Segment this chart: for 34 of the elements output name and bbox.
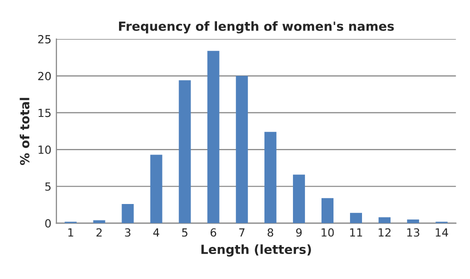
y-tick-label: 10	[38, 146, 51, 154]
y-axis-title: % of total	[20, 98, 30, 165]
y-tick-label: 5	[45, 182, 51, 191]
x-tick-label: 10	[322, 228, 334, 237]
x-tick-label: 12	[378, 228, 391, 237]
x-tick-label: 7	[239, 228, 244, 237]
bar	[292, 174, 305, 224]
x-tick-label: 11	[350, 228, 362, 237]
bar	[122, 204, 134, 224]
x-tick-label: 2	[96, 228, 102, 237]
bar	[178, 80, 191, 224]
x-tick-label: 1	[68, 228, 74, 237]
bar	[378, 217, 391, 224]
x-tick-label: 8	[268, 228, 274, 237]
x-tick-label: 9	[296, 228, 302, 237]
x-axis-title: Length (letters)	[201, 244, 311, 257]
y-tick-label: 20	[38, 72, 51, 80]
bar	[350, 212, 362, 224]
chart-title: Frequency of length of women's names	[119, 21, 394, 34]
x-tick-label: 13	[407, 228, 420, 237]
x-tick-label: 3	[125, 228, 130, 237]
bar	[207, 50, 220, 224]
bar	[150, 154, 162, 224]
x-tick-label: 5	[182, 228, 188, 237]
x-tick-label: 14	[436, 228, 448, 237]
y-tick-label: 25	[38, 35, 51, 44]
x-tick-label: 6	[210, 228, 216, 237]
y-tick-label: 0	[45, 219, 51, 228]
bar	[264, 132, 276, 224]
bar	[321, 198, 334, 224]
bar	[407, 220, 420, 224]
bar	[236, 76, 248, 224]
x-tick-label: 4	[153, 228, 160, 237]
y-tick-label: 15	[38, 108, 51, 118]
